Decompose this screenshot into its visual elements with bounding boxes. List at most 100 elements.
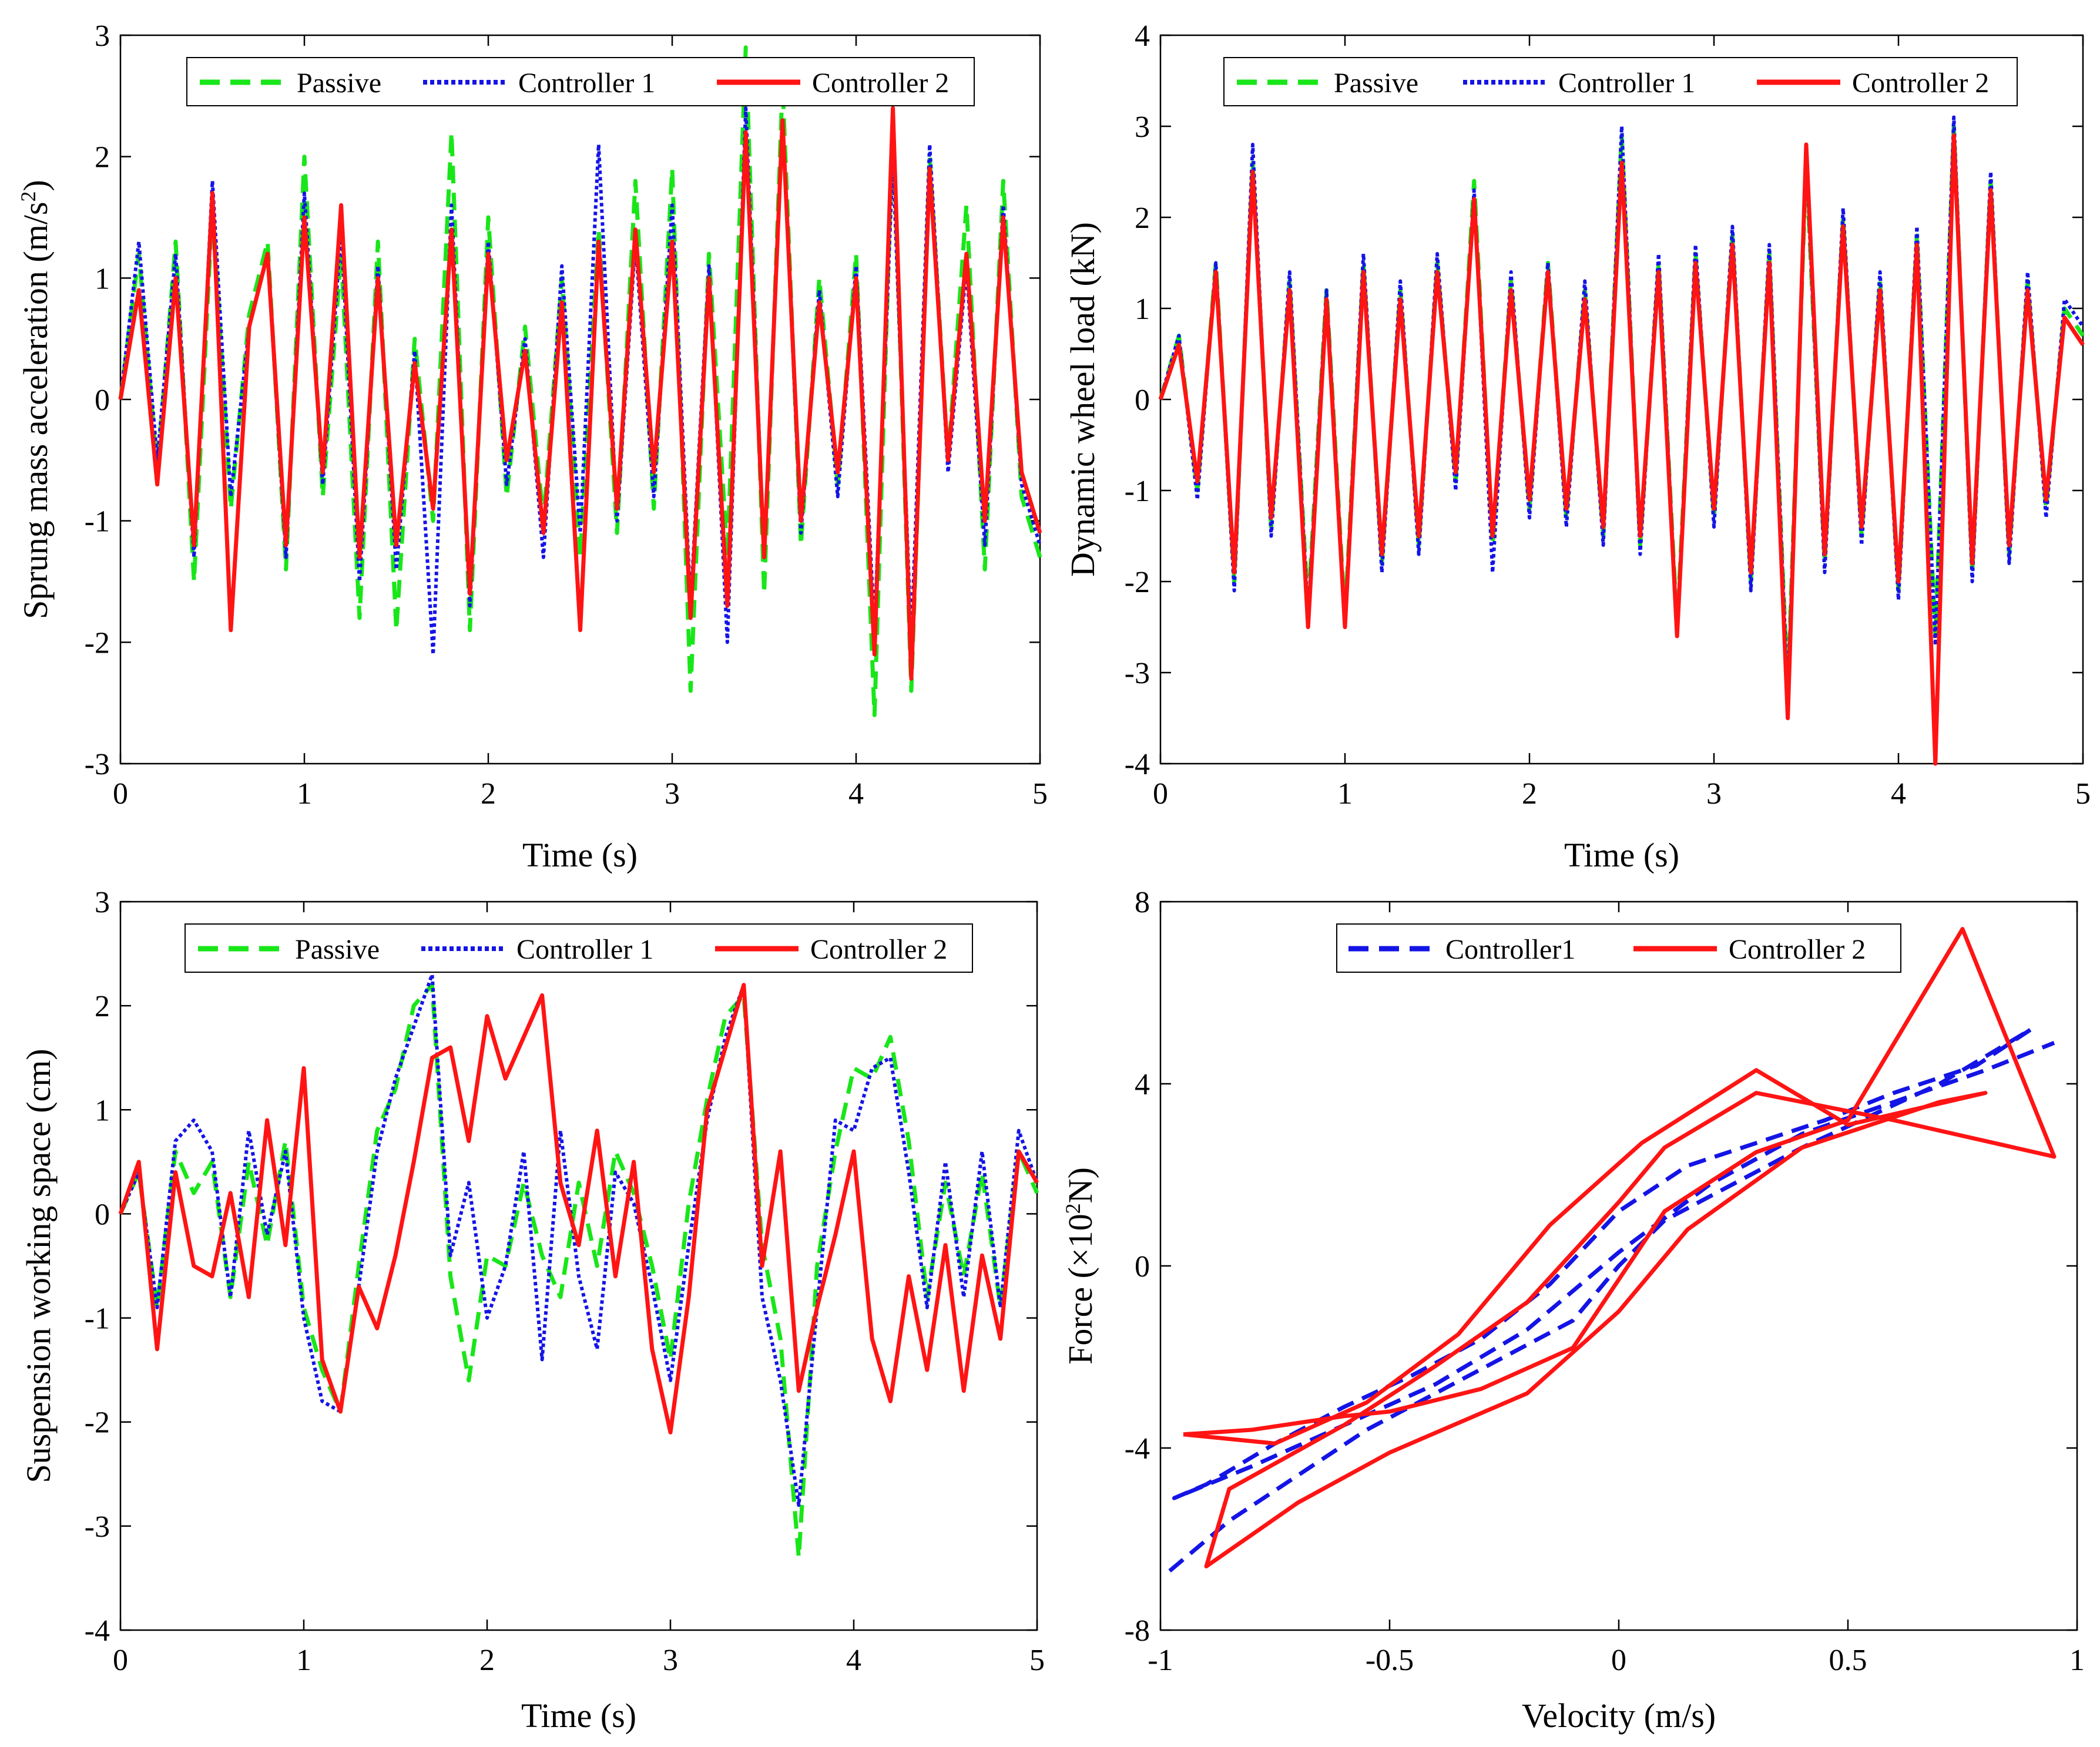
x-axis-label: Velocity (m/s) [1522, 1696, 1716, 1735]
x-tick-label: 1 [297, 777, 312, 811]
x-tick-label: 0.5 [1829, 1644, 1867, 1677]
y-axis-label-end: ) [16, 180, 55, 191]
series-lines [118, 45, 1042, 717]
legend-label-controller2: Controller 2 [812, 68, 949, 99]
legend-label-controller1: Controller 1 [516, 934, 653, 965]
y-tick-label: 0 [1135, 384, 1150, 417]
x-tick-label: 0 [113, 777, 128, 811]
legend-label-controller1: Controller 1 [1558, 68, 1695, 99]
legend: Passive Controller 1 Controller 2 [186, 57, 975, 106]
y-axis-label: Dynamic wheel load (kN) [1064, 222, 1102, 577]
y-tick-label: -3 [85, 1510, 110, 1544]
y-tick-label: -2 [85, 626, 110, 660]
y-tick-label: 8 [1135, 886, 1150, 919]
y-axis-label: Sprung mass acceleration (m/s2) [16, 180, 55, 619]
y-tick-label: 1 [1135, 293, 1150, 326]
legend-label-controller1: Controller1 [1445, 934, 1575, 965]
y-tick-label: -2 [85, 1406, 110, 1440]
panel-dynamic-wheel-load: 0 1 2 3 4 5 -4 -3 -2 -1 0 1 2 3 4 Passive Controller … [1064, 19, 2091, 874]
x-tick-label: 0 [113, 1644, 128, 1677]
x-tick-label: 2 [481, 777, 496, 811]
series-lines [1158, 115, 2085, 766]
y-tick-label: 2 [1135, 201, 1150, 235]
y-tick-label: -1 [85, 1302, 110, 1336]
y-tick-label: 3 [95, 19, 110, 53]
y-axis-label-main: Dynamic wheel load (kN) [1064, 222, 1102, 577]
y-tick-label: 4 [1135, 1068, 1150, 1101]
series-line-controller-1 [1159, 115, 2085, 702]
x-tick-label: 0 [1153, 777, 1168, 811]
series-lines [118, 973, 1039, 1560]
y-tick-label: 2 [95, 141, 110, 174]
x-tick-label: 1 [1337, 777, 1353, 811]
y-tick-label: 0 [95, 384, 110, 417]
legend-label-passive: Passive [1334, 68, 1418, 99]
x-tick-label: -1 [1148, 1644, 1173, 1677]
y-tick-label: 0 [95, 1198, 110, 1231]
y-tick-label: 3 [1135, 110, 1150, 144]
x-tick-label: 2 [1522, 777, 1537, 811]
legend-label-passive: Passive [297, 68, 381, 99]
y-tick-label: 0 [1135, 1250, 1150, 1284]
panel-sprung-mass-acceleration: 0 1 2 3 4 5 -3 -2 -1 0 1 2 3 Passive Controller 1 C… [16, 19, 1048, 874]
y-ticks: -3 -2 -1 0 1 2 3 [85, 19, 1040, 781]
x-ticks: 0 1 2 3 4 5 [1153, 35, 2091, 811]
legend-box [1336, 923, 1901, 973]
series-line-passive [118, 983, 1039, 1560]
y-tick-label: -4 [1125, 748, 1150, 781]
y-tick-label: 1 [95, 262, 110, 295]
x-tick-label: 5 [2075, 777, 2091, 811]
legend-label-passive: Passive [295, 934, 380, 965]
x-axis-label: Time (s) [522, 836, 638, 874]
y-axis-label-main: Suspension working space (cm) [19, 1049, 58, 1483]
legend: Controller1 Controller 2 [1336, 923, 1901, 973]
axes-box [119, 901, 1038, 1631]
x-ticks: 0 1 2 3 4 5 [113, 902, 1045, 1677]
y-tick-label: 4 [1135, 19, 1150, 53]
panel-force-velocity: -1 -0.5 0 0.5 1 -8 -4 0 4 8 Controller1 Controll… [1061, 886, 2085, 1735]
x-ticks: 0 1 2 3 4 5 [113, 35, 1048, 811]
y-tick-label: -8 [1125, 1614, 1150, 1648]
y-axis-label-sup: 2 [1061, 1203, 1085, 1214]
y-axis-label-main: Sprung mass acceleration (m/s [16, 202, 55, 619]
y-ticks: -4 -3 -2 -1 0 1 2 3 [85, 886, 1037, 1648]
y-axis-label: Suspension working space (cm) [19, 1049, 58, 1483]
x-tick-label: -0.5 [1366, 1644, 1414, 1677]
y-ticks: -8 -4 0 4 8 [1125, 886, 2077, 1648]
x-tick-label: 1 [2069, 1644, 2085, 1677]
y-tick-label: -4 [85, 1614, 110, 1648]
x-tick-label: 4 [846, 1644, 861, 1677]
x-tick-label: 1 [296, 1644, 311, 1677]
series-line-controller-2 [118, 106, 1042, 681]
x-axis-label: Time (s) [1564, 836, 1679, 874]
legend-label-controller2: Controller 2 [810, 934, 947, 965]
y-tick-label: -4 [1125, 1432, 1150, 1466]
series-line-controller-1 [119, 973, 1039, 1507]
series-line-controller-2 [118, 983, 1039, 1434]
y-axis-label: Force (×102N) [1061, 1167, 1099, 1365]
legend-label-controller2: Controller 2 [1729, 934, 1866, 965]
x-tick-label: 3 [665, 777, 680, 811]
y-tick-label: -3 [85, 748, 110, 781]
x-tick-label: 5 [1032, 777, 1048, 811]
series-line-controller1 [1168, 1027, 2055, 1573]
series-line-controller-2 [1158, 133, 2085, 766]
legend-box [184, 923, 973, 973]
panel-suspension-working-space: 0 1 2 3 4 5 -4 -3 -2 -1 0 1 2 3 Passive Controller 1… [19, 886, 1045, 1735]
series-line-controller-2 [1183, 927, 2057, 1568]
x-ticks: -1 -0.5 0 0.5 1 [1148, 902, 2085, 1677]
x-tick-label: 3 [1706, 777, 1722, 811]
y-tick-label: -1 [85, 505, 110, 539]
legend-box [186, 57, 975, 106]
y-tick-label: 3 [95, 886, 110, 919]
x-tick-label: 4 [848, 777, 864, 811]
x-tick-label: 4 [1891, 777, 1906, 811]
series-lines [1168, 927, 2057, 1573]
y-axis-label-main: Force (×10 [1061, 1214, 1099, 1365]
y-tick-label: -1 [1125, 475, 1150, 508]
legend: Passive Controller 1 Controller 2 [184, 923, 973, 973]
y-tick-label: 1 [95, 1094, 110, 1127]
legend-label-controller1: Controller 1 [518, 68, 655, 99]
y-axis-label-end: N) [1061, 1167, 1099, 1203]
